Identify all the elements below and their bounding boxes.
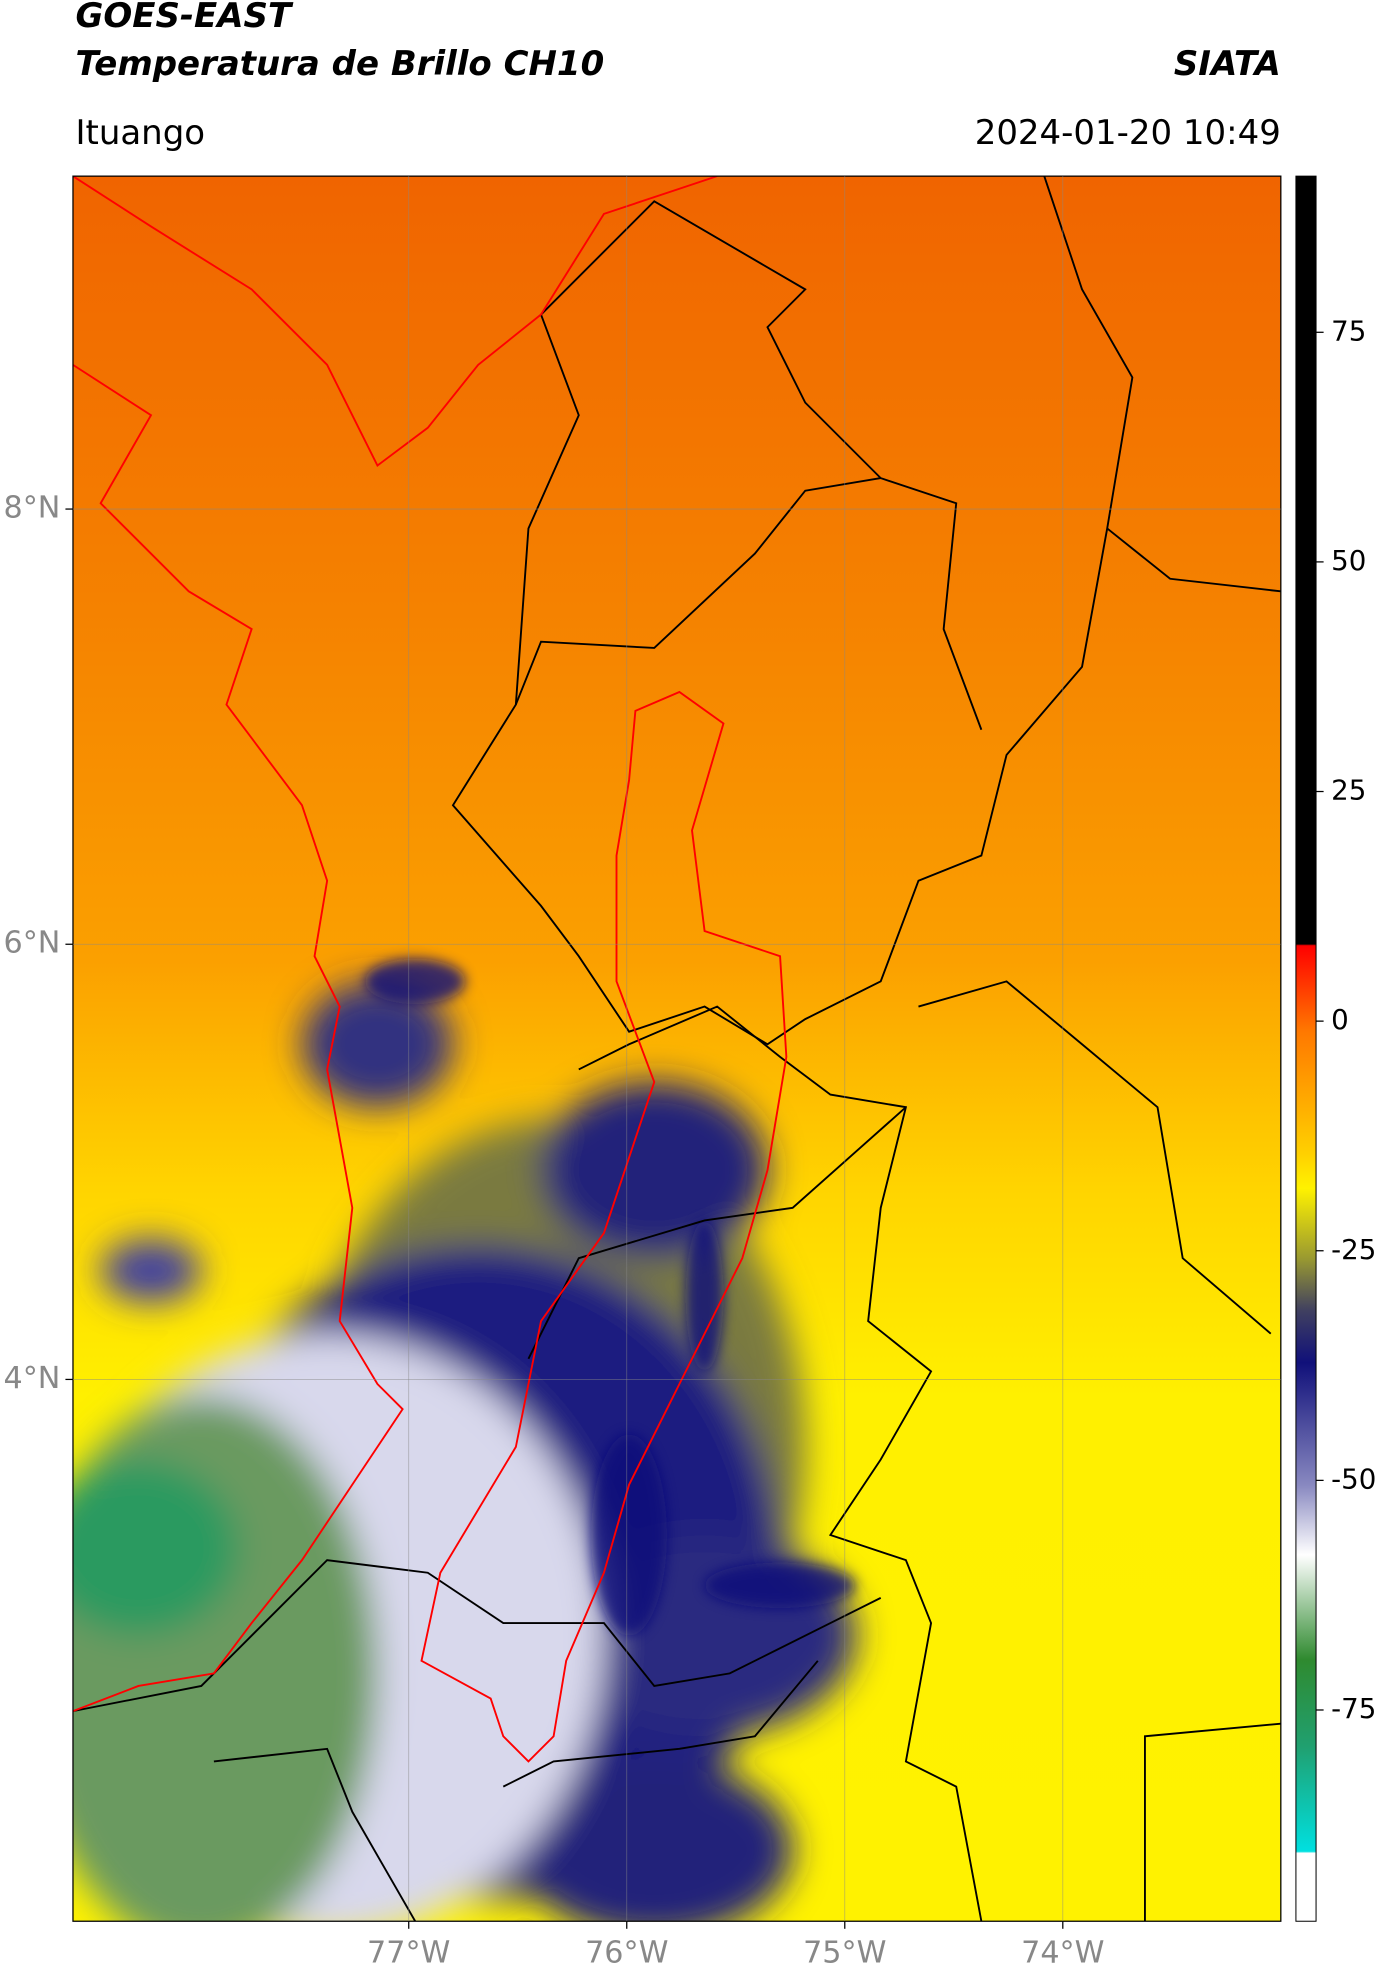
brand: SIATA	[1174, 44, 1281, 84]
colorbar-tick-label: 75	[1331, 314, 1366, 347]
colorbar	[1295, 175, 1317, 1922]
location: Ituango	[75, 113, 205, 153]
colorbar-tick-label: 50	[1331, 544, 1366, 577]
colorbar-tick-label: -75	[1331, 1692, 1376, 1725]
x-tick-label: 77°W	[367, 1935, 450, 1970]
x-tick-label: 74°W	[1021, 1935, 1104, 1970]
colorbar-tick-label: 0	[1331, 1003, 1349, 1036]
y-tick-label: 8°N	[4, 491, 61, 526]
datetime: 2024-01-20 10:49	[975, 113, 1281, 153]
x-tick-label: 76°W	[585, 1935, 668, 1970]
subtitle: Temperatura de Brillo CH10	[75, 44, 604, 84]
title: GOES-EAST	[75, 0, 293, 36]
satellite-image	[72, 176, 1281, 1922]
x-tick-label: 75°W	[803, 1935, 886, 1970]
y-tick-label: 4°N	[4, 1361, 61, 1396]
colorbar-tick-label: -50	[1331, 1462, 1376, 1495]
y-tick-label: 6°N	[4, 926, 61, 961]
colorbar-tick-label: -25	[1331, 1233, 1376, 1266]
map-frame	[72, 175, 1282, 1922]
colorbar-tick-label: 25	[1331, 774, 1366, 807]
coastline-and-basin	[72, 176, 788, 1763]
